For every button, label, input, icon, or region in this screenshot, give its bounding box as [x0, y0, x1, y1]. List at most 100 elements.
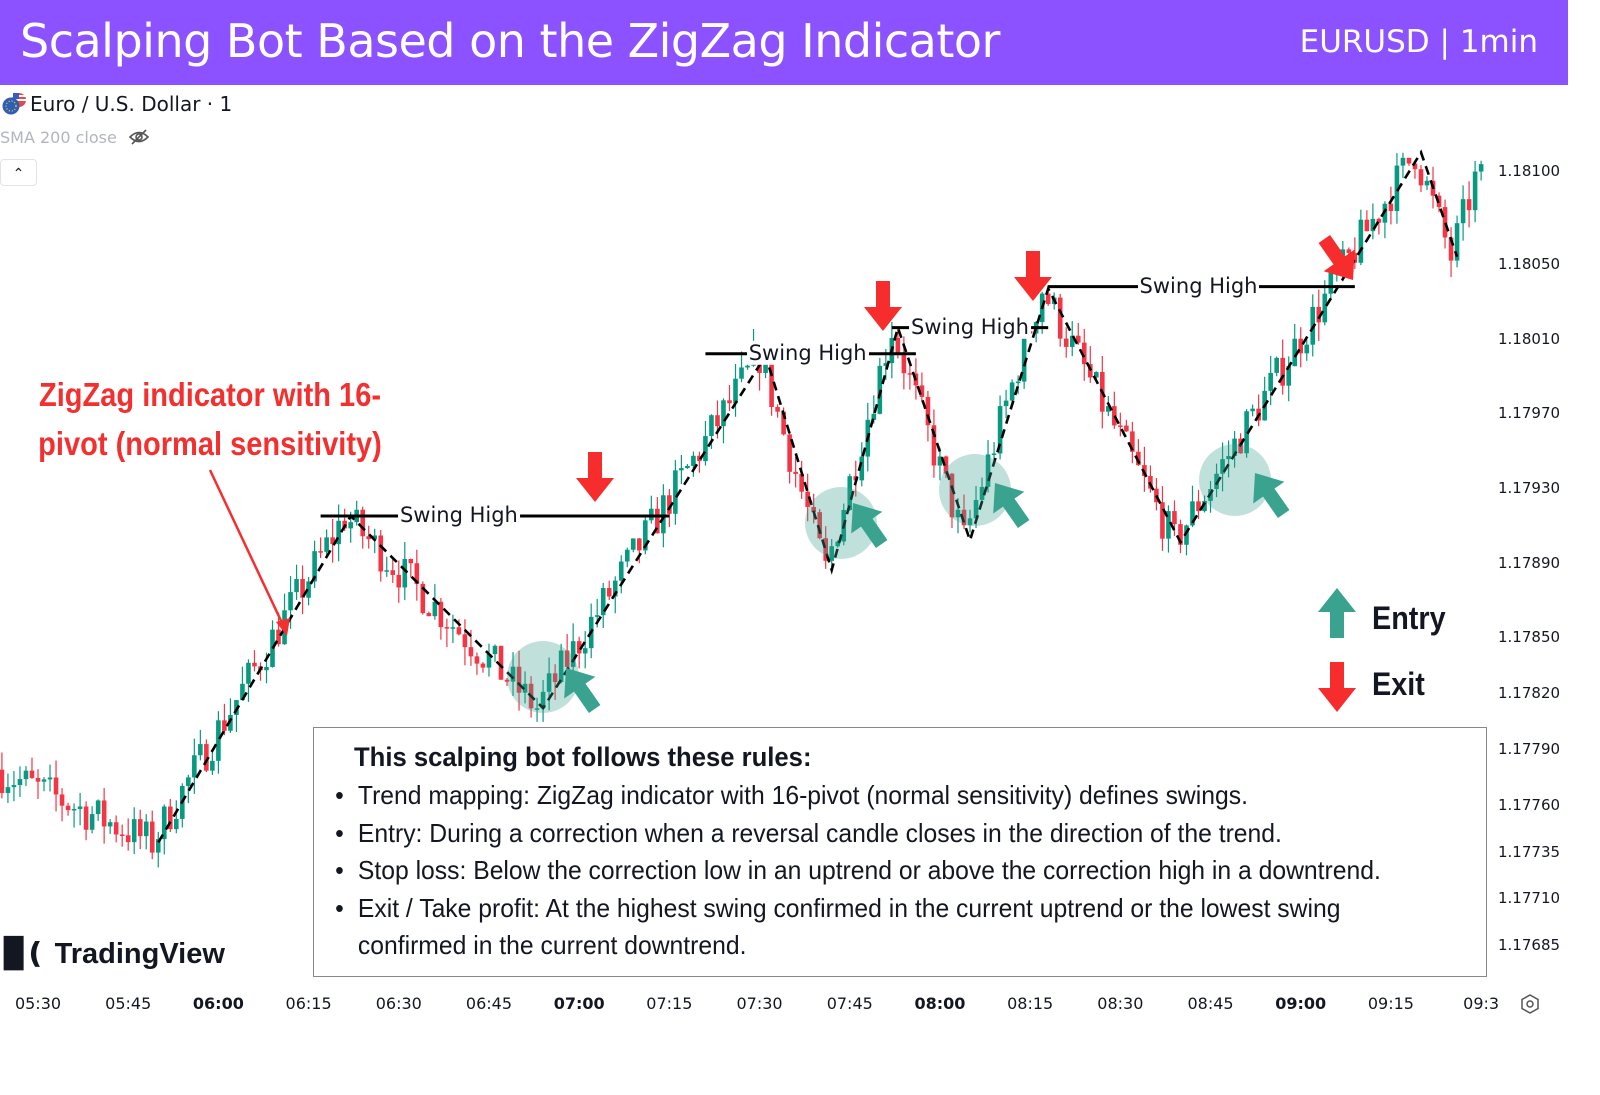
collapse-legend-button[interactable]: ⌃: [0, 159, 37, 186]
candle-body: [330, 537, 335, 545]
candle-body: [1063, 338, 1069, 347]
candle-body: [372, 535, 378, 540]
candle-body: [564, 650, 570, 667]
price-tick-label: 1.18010: [1498, 329, 1561, 348]
candle-body: [186, 777, 191, 786]
candle-body: [125, 835, 131, 843]
candle-body: [17, 779, 23, 786]
candle-body: [895, 337, 901, 353]
candle-body: [1328, 272, 1334, 294]
candle-body: [1244, 411, 1249, 454]
candle-body: [1075, 335, 1081, 343]
candle-body: [11, 785, 17, 788]
rule-item: Entry: During a correction when a revers…: [335, 815, 1460, 853]
candle-body: [1172, 511, 1177, 525]
price-tick-label: 1.17890: [1498, 553, 1561, 572]
symbol-title[interactable]: Euro / U.S. Dollar · 1: [30, 92, 233, 116]
candle-body: [77, 806, 83, 809]
candle-body: [210, 760, 215, 771]
candle-body: [949, 473, 955, 518]
candle-body: [919, 385, 925, 397]
candle-body: [618, 561, 624, 581]
candle-body: [703, 436, 708, 462]
tradingview-logo[interactable]: ▉❪ TradingView: [4, 936, 225, 971]
tradingview-logo-text: TradingView: [54, 938, 225, 970]
candle-body: [1081, 342, 1087, 365]
exit-legend-label: Exit: [1372, 666, 1425, 702]
candle-body: [655, 508, 660, 534]
candle-body: [775, 407, 780, 412]
candle-body: [167, 806, 173, 830]
candle-body: [288, 592, 293, 611]
candle-body: [155, 839, 161, 853]
candle-body: [582, 648, 588, 654]
candle-body: [498, 645, 504, 680]
time-tick-label: 09:00: [1275, 994, 1327, 1013]
candle-body: [1406, 157, 1412, 164]
settings-icon[interactable]: [1519, 993, 1541, 1015]
candle-body: [540, 691, 546, 709]
candle-body: [29, 770, 35, 778]
candle-body: [667, 495, 672, 514]
candle-body: [348, 522, 353, 529]
candle-body: [53, 777, 59, 795]
candle-body: [805, 491, 810, 507]
candle-body: [594, 615, 600, 617]
candle-body: [492, 645, 498, 655]
candle-body: [306, 581, 311, 598]
eur-usd-flag-icon: [2, 93, 26, 115]
annotation-arrowhead-icon: [276, 618, 290, 636]
candle-body: [1250, 408, 1255, 412]
candle-body: [1093, 371, 1099, 378]
entry-legend-arrow-icon: [1318, 588, 1356, 638]
candle-body: [113, 822, 119, 835]
candle-body: [991, 453, 997, 456]
candle-body: [59, 794, 65, 806]
exit-legend-arrow-icon: [1318, 662, 1356, 712]
candle-body: [769, 359, 774, 408]
candle-body: [426, 613, 432, 617]
candle-body: [673, 470, 678, 514]
candle-body: [1454, 223, 1460, 261]
candle-body: [89, 814, 95, 830]
candle-body: [390, 570, 396, 575]
time-tick-label: 09:3: [1463, 994, 1500, 1013]
candle-body: [1352, 252, 1358, 263]
rules-title: This scalping bot follows these rules:: [354, 742, 812, 772]
candle-body: [997, 406, 1003, 454]
zigzag-annotation-line1: ZigZag indicator with 16-: [38, 376, 382, 413]
entry-arrow-icon: [851, 503, 888, 548]
candle-body: [1298, 338, 1304, 354]
candle-body: [943, 456, 949, 474]
candle-body: [1280, 357, 1285, 386]
entry-arrow-icon: [564, 668, 601, 713]
candle-body: [420, 583, 426, 614]
price-tick-label: 1.17710: [1498, 889, 1561, 908]
time-tick-label: 07:15: [646, 994, 693, 1013]
eye-off-icon[interactable]: [128, 128, 150, 146]
candle-body: [817, 512, 822, 539]
indicator-label[interactable]: SMA 200 close: [0, 128, 117, 147]
candle-body: [811, 506, 816, 513]
candle-body: [661, 495, 666, 534]
candle-body: [1268, 372, 1273, 391]
swing-high-label: Swing High: [397, 502, 520, 527]
candle-body: [480, 663, 486, 668]
candle-body: [570, 641, 576, 667]
candle-body: [721, 400, 726, 427]
time-tick-label: 08:45: [1187, 994, 1234, 1013]
candle-body: [552, 673, 558, 683]
candle-body: [65, 805, 71, 811]
candle-body: [829, 546, 835, 561]
candle-body: [715, 415, 720, 427]
candle-body: [384, 570, 390, 572]
candle-body: [799, 473, 804, 492]
candle-body: [1442, 207, 1448, 238]
candle-body: [630, 538, 636, 550]
price-tick-label: 1.17790: [1498, 740, 1561, 759]
candle-body: [1015, 381, 1021, 384]
candle-body: [522, 683, 528, 693]
candle-body: [1370, 218, 1376, 232]
entry-legend-label: Entry: [1372, 600, 1446, 636]
